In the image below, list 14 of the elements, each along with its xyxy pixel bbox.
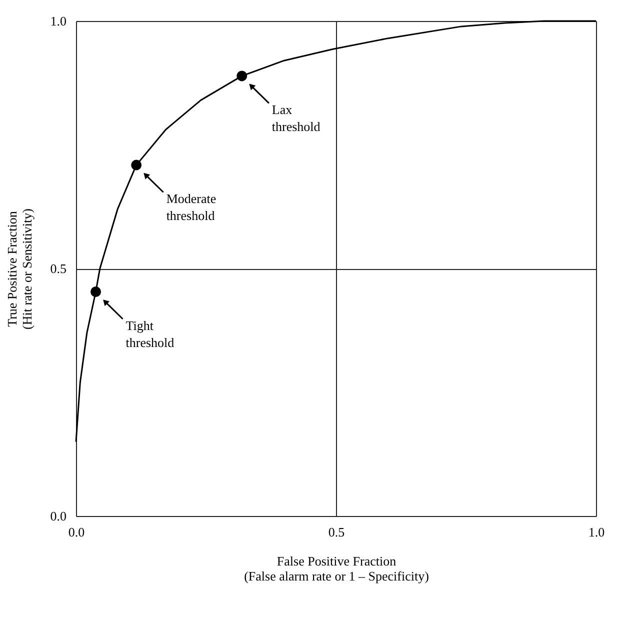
annotation: Lax threshold	[272, 102, 321, 134]
point	[90, 286, 102, 297]
x-axis-title: False Positive Fraction (False alarm rate or 1 – Specificity)	[244, 554, 429, 584]
y-tick-label: 0.5	[50, 261, 66, 276]
y-tick-label: 1.0	[50, 14, 66, 28]
x-tick-label: 0.5	[328, 524, 345, 540]
point	[131, 160, 142, 170]
y-axis-title: True Positive Fraction (Hit rate or Sensitivity)	[4, 208, 34, 330]
point	[236, 70, 248, 82]
annotation: Moderate threshold	[166, 191, 216, 224]
x-tick-label: 1.0	[588, 524, 605, 540]
annotation: Tight threshold	[126, 318, 175, 350]
x-tick-label: 0.0	[68, 524, 85, 540]
y-tick-label: 0.0	[50, 508, 66, 524]
